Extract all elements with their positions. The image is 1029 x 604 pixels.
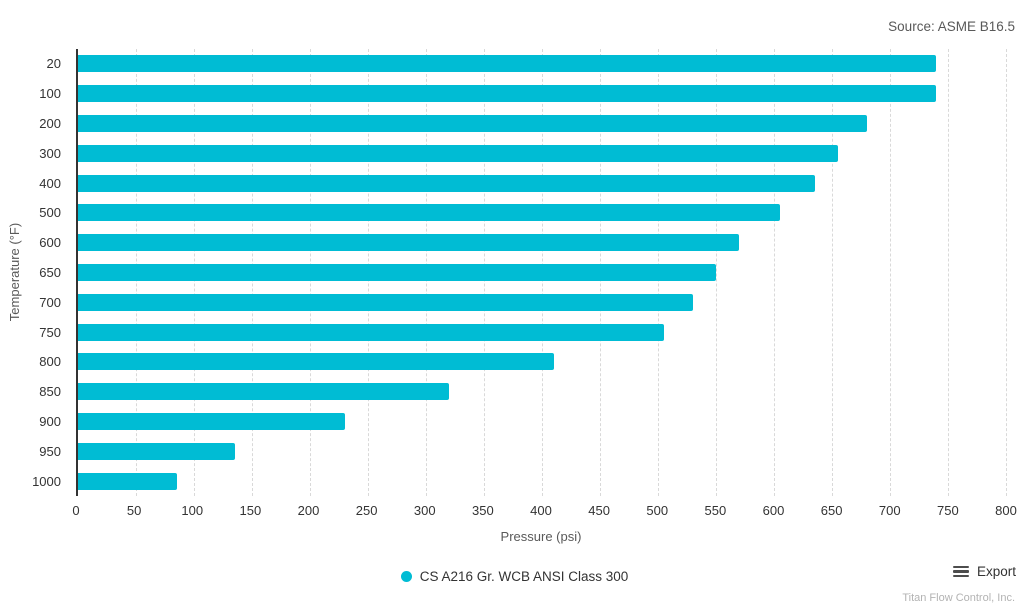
x-tick-label-550: 550 — [704, 503, 727, 518]
y-tick-label-200: 200 — [39, 115, 61, 131]
attribution-text: Titan Flow Control, Inc. — [902, 592, 1015, 604]
y-tick-label-20: 20 — [46, 56, 61, 72]
x-tick-label-600: 600 — [762, 503, 785, 518]
x-tick-label-150: 150 — [239, 503, 262, 518]
gridline-600 — [774, 49, 775, 496]
y-tick-label-500: 500 — [39, 205, 61, 221]
chart-row-700 — [78, 287, 1006, 317]
bar-900F — [78, 412, 345, 430]
gridline-550 — [716, 49, 717, 496]
legend: CS A216 Gr. WCB ANSI Class 300 — [0, 569, 1029, 584]
gridline-750 — [948, 49, 949, 496]
y-tick-label-850: 850 — [39, 384, 61, 400]
x-tick-label-400: 400 — [530, 503, 552, 518]
bar-500F — [78, 204, 780, 222]
y-tick-label-750: 750 — [39, 324, 61, 340]
bar-850F — [78, 383, 450, 401]
chart-row-400 — [78, 168, 1006, 198]
y-tick-label-900: 900 — [39, 413, 61, 429]
bar-800F — [78, 353, 554, 371]
legend-item[interactable]: CS A216 Gr. WCB ANSI Class 300 — [400, 569, 629, 584]
y-tick-label-100: 100 — [39, 86, 61, 102]
bar-950F — [78, 442, 235, 460]
gridline-700 — [890, 49, 891, 496]
chart-row-1000 — [78, 466, 1006, 496]
y-tick-label-700: 700 — [39, 294, 61, 310]
source-label: Source: ASME B16.5 — [888, 19, 1015, 34]
legend-series-label: CS A216 Gr. WCB ANSI Class 300 — [419, 569, 629, 584]
bar-100F — [78, 85, 937, 103]
chart-row-200 — [78, 109, 1006, 139]
x-tick-label-750: 750 — [937, 503, 959, 518]
y-tick-label-300: 300 — [39, 145, 61, 161]
bar-600F — [78, 234, 740, 252]
gridline-650 — [832, 49, 833, 496]
bar-750F — [78, 323, 664, 341]
bar-700F — [78, 293, 693, 311]
x-tick-label-100: 100 — [181, 503, 204, 518]
plot-area — [76, 49, 1007, 496]
y-tick-label-800: 800 — [39, 354, 61, 370]
x-axis-title: Pressure (psi) — [500, 529, 582, 544]
bar-300F — [78, 144, 838, 162]
x-tick-label-450: 450 — [588, 503, 610, 518]
bar-1000F — [78, 472, 177, 490]
export-button-label: Export — [976, 564, 1016, 579]
x-tick-label-50: 50 — [126, 503, 142, 518]
gridline-800 — [1006, 49, 1007, 496]
y-axis-labels: 20 100 200 300 400 500 600 650 700 750 800 850 900 95… — [0, 49, 61, 496]
chart-row-100 — [78, 79, 1006, 109]
hamburger-menu-icon[interactable] — [952, 565, 969, 578]
chart-row-950 — [78, 436, 1006, 466]
x-tick-label-0: 0 — [72, 503, 80, 518]
x-tick-label-350: 350 — [472, 503, 494, 518]
plot-rows — [78, 49, 1006, 496]
chart-row-300 — [78, 138, 1006, 168]
x-axis-labels: 0 50 100 150 200 250 300 350 400 450 500 550 600 650 7… — [72, 503, 1016, 521]
export-button[interactable]: Export — [952, 564, 1016, 579]
x-tick-label-300: 300 — [413, 503, 436, 518]
chart-row-800 — [78, 347, 1006, 377]
bar-650F — [78, 263, 716, 281]
bar-200F — [78, 114, 867, 132]
y-tick-label-650: 650 — [39, 264, 61, 280]
chart-row-20 — [78, 49, 1006, 79]
chart-row-500 — [78, 198, 1006, 228]
chart-row-650 — [78, 258, 1006, 288]
chart-row-750 — [78, 317, 1006, 347]
chart-row-600 — [78, 228, 1006, 258]
x-tick-label-800: 800 — [995, 503, 1017, 518]
x-tick-label-700: 700 — [878, 503, 901, 518]
y-tick-label-400: 400 — [39, 175, 61, 191]
chart-row-850 — [78, 377, 1006, 407]
x-tick-label-500: 500 — [646, 503, 669, 518]
y-tick-label-600: 600 — [39, 235, 61, 251]
y-tick-label-1000: 1000 — [32, 473, 61, 489]
bar-400F — [78, 174, 815, 192]
x-tick-label-250: 250 — [355, 503, 378, 518]
x-tick-label-200: 200 — [297, 503, 320, 518]
bar-20F — [78, 55, 937, 73]
chart-row-900 — [78, 407, 1006, 437]
legend-series-marker-icon — [400, 571, 412, 582]
x-tick-label-650: 650 — [820, 503, 843, 518]
y-tick-label-950: 950 — [39, 443, 61, 459]
